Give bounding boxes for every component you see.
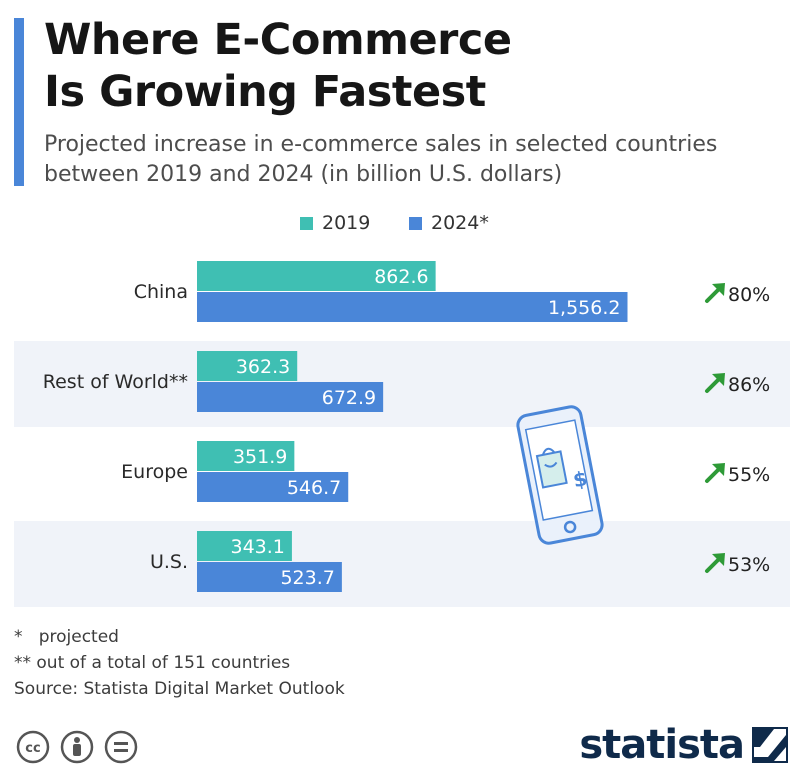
chart-subtitle: Projected increase in e-commerce sales i… [44, 130, 784, 190]
bar-rest-of-world-2019 [197, 351, 298, 381]
license-icons: cc [16, 730, 138, 764]
data-label-u-s-2019: 343.1 [231, 536, 285, 558]
cc-icon[interactable]: cc [16, 730, 50, 764]
growth-label-china: 80% [728, 284, 770, 306]
data-label-europe-2019: 351.9 [233, 446, 287, 468]
footnote-projected: * projected [14, 627, 119, 647]
data-label-china-2019: 862.6 [374, 266, 428, 288]
category-label-u-s: U.S. [150, 551, 188, 573]
up-right-arrow-icon-head [712, 463, 725, 476]
data-label-china-2024: 1,556.2 [548, 297, 621, 319]
growth-label-u-s: 53% [728, 554, 770, 576]
bar-china-2019 [197, 261, 436, 291]
chart-title: Where E-Commerce Is Growing Fastest [44, 14, 744, 118]
row-band-rest-of-world [14, 341, 790, 427]
category-label-china: China [134, 281, 188, 303]
legend-label-2019: 2019 [322, 212, 371, 234]
chart-subtitle-line-2: between 2019 and 2024 (in billion U.S. d… [44, 162, 563, 187]
statista-brand[interactable]: statista [579, 722, 788, 768]
category-label-europe: Europe [121, 461, 188, 483]
phone-shopping-bag-icon: $ [514, 402, 606, 553]
legend-swatch-2024 [409, 216, 422, 230]
growth-label-europe: 55% [728, 464, 770, 486]
footnote-countries: ** out of a total of 151 countries [14, 653, 291, 673]
data-label-rest-of-world-2024: 672.9 [322, 387, 376, 409]
source-note: Source: Statista Digital Market Outlook [14, 679, 345, 699]
svg-text:$: $ [571, 466, 589, 492]
data-label-europe-2024: 546.7 [287, 477, 341, 499]
bar-china-2024 [197, 292, 628, 322]
up-right-arrow-icon-head [712, 373, 725, 386]
bar-europe-2024 [197, 472, 349, 502]
chart-subtitle-line-1: Projected increase in e-commerce sales i… [44, 132, 718, 157]
row-band-us [14, 521, 790, 607]
brand-name: statista [579, 722, 745, 768]
bar-u-s-2024 [197, 562, 342, 592]
growth-label-rest-of-world: 86% [728, 374, 770, 396]
nd-icon[interactable] [104, 730, 138, 764]
data-label-u-s-2024: 523.7 [280, 567, 334, 589]
statista-logo-icon [752, 727, 788, 763]
chart-legend: 2019 2024* [0, 212, 800, 240]
chart-title-line-2: Is Growing Fastest [44, 67, 486, 117]
legend-item-2019: 2019 [300, 212, 370, 234]
legend-label-2024: 2024* [431, 212, 489, 234]
title-accent-bar [14, 18, 24, 186]
bar-u-s-2019 [197, 531, 292, 561]
up-right-arrow-icon-head [712, 553, 725, 566]
bar-rest-of-world-2024 [197, 382, 384, 412]
chart-title-line-1: Where E-Commerce [44, 15, 512, 65]
bar-chart: China 862.6 1,556.2 80% Rest of World** 362.3… [43, 261, 770, 592]
data-label-rest-of-world-2019: 362.3 [236, 356, 290, 378]
by-icon[interactable] [60, 730, 94, 764]
category-label-rest-of-world: Rest of World** [43, 371, 188, 393]
up-right-arrow-icon-head [712, 283, 725, 296]
legend-item-2024: 2024* [409, 212, 489, 234]
svg-text:cc: cc [25, 741, 40, 756]
bar-europe-2019 [197, 441, 295, 471]
footnotes: * projected ** out of a total of 151 cou… [14, 624, 345, 702]
legend-swatch-2019 [300, 216, 313, 230]
